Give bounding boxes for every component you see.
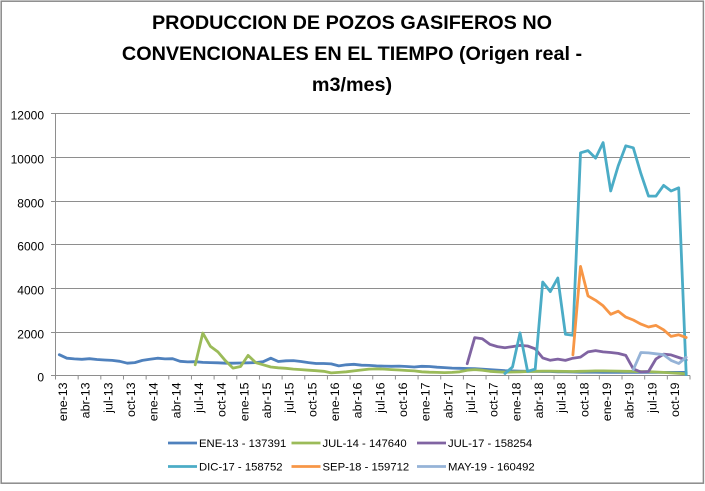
svg-text:jul-17: jul-17 (464, 382, 478, 413)
svg-text:abr-14: abr-14 (169, 382, 183, 418)
svg-text:12000: 12000 (11, 108, 45, 122)
svg-text:JUL-17 - 158254: JUL-17 - 158254 (448, 438, 532, 450)
svg-text:oct-14: oct-14 (215, 382, 229, 417)
svg-text:jul-19: jul-19 (645, 382, 659, 413)
svg-text:jul-15: jul-15 (283, 382, 297, 413)
svg-text:4000: 4000 (17, 283, 44, 297)
svg-text:ene-16: ene-16 (328, 382, 342, 421)
svg-text:jul-13: jul-13 (101, 382, 115, 413)
svg-text:abr-18: abr-18 (532, 382, 546, 418)
svg-text:ene-14: ene-14 (147, 382, 161, 421)
svg-text:2000: 2000 (17, 327, 44, 341)
svg-text:oct-19: oct-19 (668, 382, 682, 417)
svg-text:PRODUCCION DE POZOS GASIFEROS: PRODUCCION DE POZOS GASIFEROS NO (152, 12, 552, 34)
svg-text:0: 0 (37, 370, 44, 384)
svg-text:ene-18: ene-18 (509, 382, 523, 421)
svg-text:abr-19: abr-19 (623, 382, 637, 418)
svg-text:abr-13: abr-13 (79, 382, 93, 418)
svg-text:oct-17: oct-17 (487, 382, 501, 417)
svg-text:ene-19: ene-19 (600, 382, 614, 421)
svg-text:10000: 10000 (11, 152, 45, 166)
svg-text:abr-17: abr-17 (441, 382, 455, 418)
svg-text:oct-15: oct-15 (305, 382, 319, 417)
svg-text:ene-13: ene-13 (56, 382, 70, 421)
svg-text:CONVENCIONALES EN EL TIEMPO (O: CONVENCIONALES EN EL TIEMPO (Origen real… (122, 43, 582, 65)
svg-text:MAY-19 - 160492: MAY-19 - 160492 (448, 462, 535, 474)
svg-text:jul-16: jul-16 (373, 382, 387, 413)
svg-text:JUL-14 - 147640: JUL-14 - 147640 (323, 438, 407, 450)
svg-text:abr-15: abr-15 (260, 382, 274, 418)
svg-text:ene-17: ene-17 (419, 382, 433, 421)
svg-text:SEP-18 - 159712: SEP-18 - 159712 (323, 462, 410, 474)
svg-text:ENE-13 - 137391: ENE-13 - 137391 (199, 438, 286, 450)
svg-text:oct-18: oct-18 (577, 382, 591, 417)
svg-text:abr-16: abr-16 (351, 382, 365, 418)
svg-text:ene-15: ene-15 (237, 382, 251, 421)
svg-text:oct-16: oct-16 (396, 382, 410, 417)
svg-text:jul-14: jul-14 (192, 382, 206, 413)
svg-text:DIC-17 - 158752: DIC-17 - 158752 (199, 462, 283, 474)
svg-text:jul-18: jul-18 (555, 382, 569, 413)
svg-text:m3/mes): m3/mes) (312, 74, 392, 96)
svg-text:6000: 6000 (17, 239, 44, 253)
svg-text:8000: 8000 (17, 196, 44, 210)
svg-text:oct-13: oct-13 (124, 382, 138, 417)
